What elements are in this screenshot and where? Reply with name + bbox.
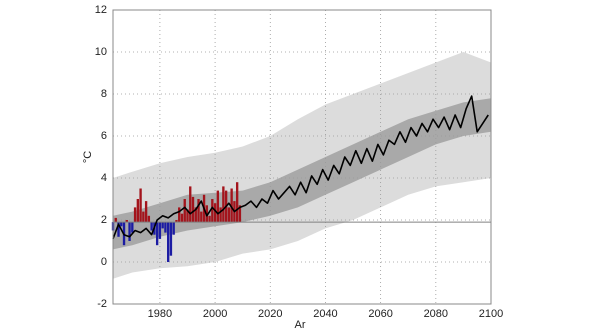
y-tick-label: 2	[101, 214, 107, 226]
x-tick-label: 2040	[313, 308, 337, 320]
y-tick-label: 4	[101, 172, 107, 184]
plot-area	[111, 9, 492, 305]
anomaly-bar	[136, 199, 140, 223]
anomaly-bar	[222, 186, 225, 223]
anomaly-bar	[213, 203, 217, 223]
x-tick-label: 2020	[258, 308, 282, 320]
anomaly-bar	[197, 199, 200, 223]
anomaly-bar	[131, 222, 134, 233]
anomaly-bar	[227, 207, 231, 223]
anomaly-bar	[178, 207, 181, 223]
anomaly-bar	[189, 186, 192, 223]
x-tick-label: 2060	[368, 308, 392, 320]
anomaly-bar	[158, 222, 162, 239]
anomaly-bar	[144, 201, 148, 223]
x-tick-label: 2080	[424, 308, 448, 320]
anomaly-bar	[147, 215, 151, 223]
y-tick-label: 6	[101, 130, 107, 142]
anomaly-bar	[194, 207, 197, 223]
anomaly-bar	[139, 188, 142, 223]
x-tick-label: 1980	[148, 308, 172, 320]
anomaly-bar	[167, 222, 170, 262]
anomaly-bar	[216, 190, 220, 223]
median-line	[112, 95, 489, 240]
anomaly-bar	[142, 211, 145, 223]
anomaly-bar	[183, 199, 186, 223]
anomaly-bar	[150, 222, 153, 231]
anomaly-bar	[175, 220, 178, 223]
anomaly-bar	[161, 222, 164, 229]
anomaly-bar	[180, 213, 184, 223]
anomaly-bar	[114, 217, 117, 223]
anomaly-bar	[208, 215, 211, 223]
anomaly-bar	[172, 222, 175, 235]
y-tick-label: 10	[95, 46, 107, 58]
anomaly-bar	[186, 209, 189, 223]
anomaly-bar	[235, 182, 239, 223]
anomaly-bar	[164, 222, 167, 233]
anomaly-bar	[128, 222, 131, 241]
y-axis-label: °C	[82, 151, 94, 163]
y-tick-label: 12	[95, 4, 107, 16]
anomaly-bar	[200, 211, 203, 223]
plot-frame	[112, 9, 492, 305]
anomaly-bar	[169, 222, 173, 256]
x-tick-label: 2000	[203, 308, 227, 320]
x-axis-label: Ar	[295, 319, 306, 331]
anomaly-bar	[120, 222, 123, 227]
anomaly-bar	[230, 188, 233, 223]
x-tick-label: 2100	[479, 308, 503, 320]
anomaly-bar	[211, 199, 214, 223]
anomaly-bar	[219, 207, 222, 223]
anomaly-bar	[117, 222, 120, 237]
y-tick-label: 0	[101, 256, 107, 268]
anomaly-bar	[125, 220, 128, 223]
anomaly-bar	[133, 207, 137, 223]
anomaly-bar	[191, 196, 195, 223]
anomaly-bar	[155, 222, 159, 246]
y-tick-label: -2	[97, 298, 107, 310]
y-tick-label: 8	[101, 88, 107, 100]
anomaly-bar	[238, 205, 242, 223]
